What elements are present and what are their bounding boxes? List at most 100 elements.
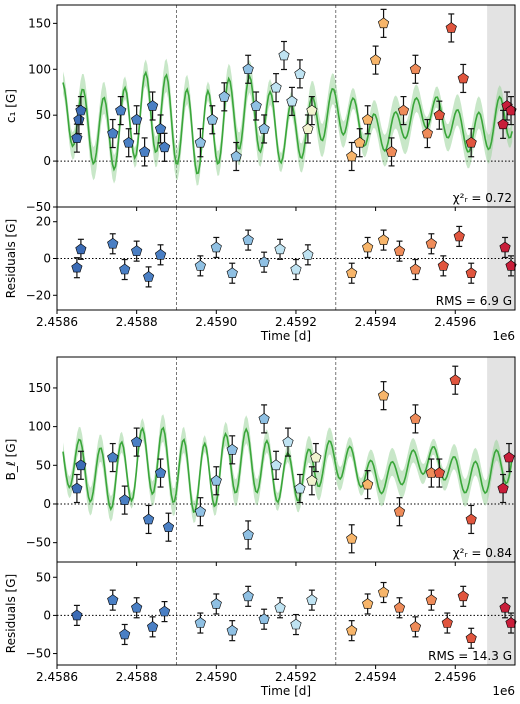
x-tick-label: 2.4590	[195, 670, 237, 684]
data-point	[306, 104, 318, 116]
y-tick-label: 0	[43, 497, 51, 511]
data-point	[154, 467, 167, 478]
data-point	[302, 248, 314, 260]
data-point	[409, 413, 422, 424]
x-tick-label: 2.4592	[275, 670, 317, 684]
x-axis-label: Time [d]	[260, 329, 311, 343]
data-point	[119, 263, 131, 275]
data-point	[465, 136, 477, 148]
data-point	[242, 590, 254, 602]
data-point	[290, 618, 302, 630]
data-point	[437, 260, 449, 271]
y-tick-label: 50	[36, 458, 51, 472]
data-point	[346, 532, 358, 544]
data-point	[377, 17, 390, 29]
data-point	[362, 241, 374, 253]
data-point	[393, 601, 406, 613]
data-point	[242, 234, 254, 245]
data-point	[346, 150, 358, 162]
x-tick-label: 2.4588	[116, 315, 158, 329]
data-point	[278, 49, 290, 61]
data-point	[377, 586, 390, 598]
data-point	[143, 271, 155, 282]
y-tick-label: 150	[28, 381, 51, 395]
y-axis-label: B_ℓ [G]	[4, 439, 18, 481]
data-point	[75, 459, 87, 471]
axes-frame	[56, 4, 516, 208]
data-point	[107, 237, 119, 249]
data-point	[218, 90, 230, 102]
data-point	[362, 478, 374, 490]
data-point	[162, 521, 175, 532]
data-point	[242, 529, 254, 540]
y-axis-label: Residuals [G]	[4, 574, 18, 653]
top-main-panel: −50 0 50 100 150 c₁ [G] χ²ᵣ = 0.72	[4, 4, 517, 214]
data-point	[499, 601, 511, 613]
data-point	[310, 451, 322, 463]
data-point	[115, 104, 127, 116]
data-point	[294, 68, 306, 79]
y-tick-label: 0	[43, 608, 51, 622]
x-tick-label: 2.4596	[434, 315, 476, 329]
axes-frame	[56, 561, 516, 666]
x-tick-label: 2.4594	[355, 670, 397, 684]
data-point	[377, 389, 390, 401]
x-tick-label: 2.4592	[275, 315, 317, 329]
data-point	[270, 459, 282, 471]
data-point	[409, 63, 422, 74]
data-point	[258, 123, 270, 134]
y-tick-label: 100	[28, 62, 51, 76]
data-point	[242, 63, 254, 74]
data-point	[497, 482, 509, 494]
panel-annotation: χ²ᵣ = 0.72	[453, 191, 512, 205]
data-point	[362, 598, 374, 609]
x-tick-label: 2.4596	[434, 670, 476, 684]
y-tick-label: −50	[26, 536, 51, 550]
panel-annotation: RMS = 6.9 G	[436, 294, 512, 308]
data-point	[75, 243, 87, 255]
data-point	[107, 127, 119, 139]
x-tick-label: 2.4594	[355, 315, 397, 329]
x-tick-label: 2.4586	[36, 670, 78, 684]
data-point	[147, 621, 159, 632]
data-point	[143, 513, 155, 525]
data-point	[409, 263, 422, 275]
data-point	[302, 123, 314, 134]
data-point	[362, 113, 374, 125]
data-point	[71, 261, 83, 273]
data-point	[75, 104, 87, 116]
data-point	[210, 474, 222, 486]
y-axis-label: c₁ [G]	[4, 89, 18, 123]
data-point	[258, 613, 270, 625]
data-point	[226, 624, 238, 636]
data-point	[499, 241, 511, 253]
data-point	[194, 617, 206, 628]
y-tick-label: 0	[43, 154, 51, 168]
data-point	[346, 624, 358, 636]
data-point	[131, 113, 143, 125]
y-tick-label: 50	[36, 108, 51, 122]
data-point	[385, 146, 398, 157]
model-curve	[62, 70, 513, 175]
y-tick-label: 20	[36, 215, 51, 229]
data-point	[194, 136, 206, 148]
top-residual-panel: −20 0 20 2.4586 2.4588 2.4590 2.4592 2.4594 2.45…	[4, 206, 517, 343]
y-axis-label: Residuals [G]	[4, 219, 18, 298]
data-point	[154, 123, 167, 134]
data-point	[270, 81, 282, 93]
y-tick-label: 150	[28, 16, 51, 30]
data-point	[71, 132, 83, 143]
data-point	[393, 245, 406, 256]
x-tick-label: 2.4588	[116, 670, 158, 684]
data-point	[123, 136, 135, 148]
data-point	[433, 467, 445, 478]
data-point	[147, 100, 159, 111]
data-point	[346, 267, 358, 279]
data-point	[139, 146, 151, 157]
data-point	[453, 230, 465, 242]
data-point	[119, 494, 131, 505]
data-point	[282, 436, 294, 447]
y-tick-label: −50	[26, 200, 51, 214]
data-point	[503, 451, 515, 463]
data-point	[409, 621, 422, 632]
